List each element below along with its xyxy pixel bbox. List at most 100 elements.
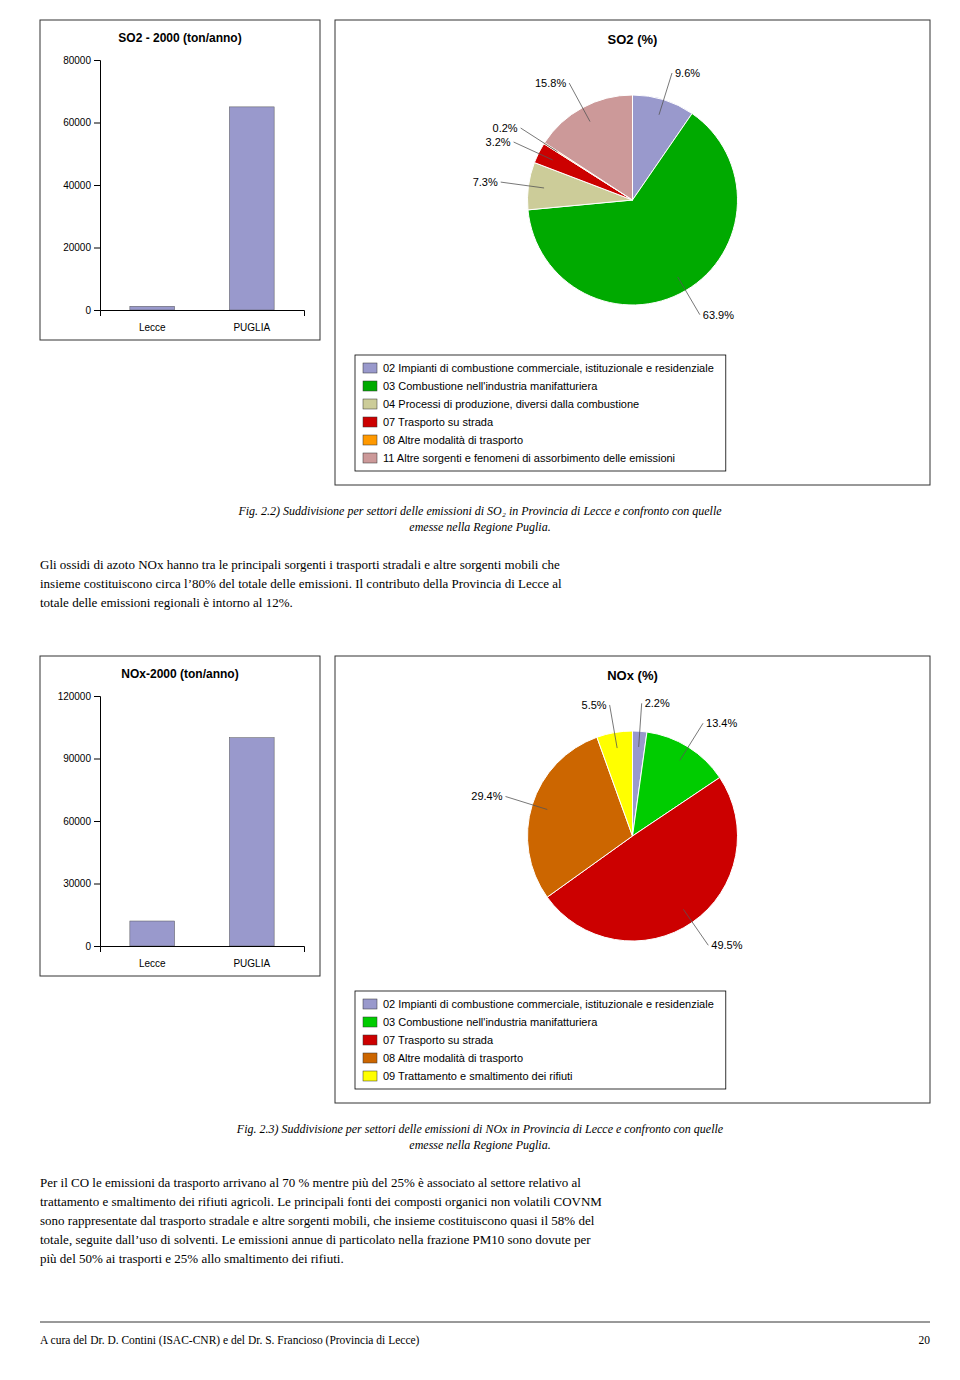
caption: Fig. 2.2) Suddivisione per settori delle… xyxy=(237,504,722,518)
tick: 20000 xyxy=(63,242,100,253)
data-label: 15.8% xyxy=(535,77,566,89)
page-number: 20 xyxy=(919,1334,931,1346)
tick: 30000 xyxy=(63,878,100,889)
leader-line xyxy=(521,128,558,152)
leader-line xyxy=(501,182,544,188)
axis-line xyxy=(101,947,305,953)
x-axis: LeccePUGLIA xyxy=(101,311,305,334)
tick-label: 0 xyxy=(85,941,91,952)
caption: emesse nella Regione Puglia. xyxy=(409,1138,550,1152)
legend-label: 02 Impianti di combustione commerciale, … xyxy=(383,998,714,1010)
axis-line xyxy=(101,311,305,317)
x-axis: Lecce PUGLIA xyxy=(101,947,305,970)
chart-title: NOx (%) xyxy=(607,668,658,683)
legend-swatch xyxy=(363,417,377,427)
legend-item: 03 Combustione nell'industria manifattur… xyxy=(363,1016,598,1028)
data-labels: 9.6%63.9%7.3%3.2%0.2%15.8% xyxy=(473,67,735,321)
legend-label: 04 Processi di produzione, diversi dalla… xyxy=(383,398,639,410)
panel-frame xyxy=(40,20,320,340)
legend-label: 07 Trasporto su strada xyxy=(383,416,494,428)
legend-item: 08 Altre modalità di trasporto xyxy=(363,1052,523,1064)
legend-swatch xyxy=(363,453,377,463)
tick: Lecce xyxy=(139,958,166,969)
data-label: 29.4% xyxy=(471,790,502,802)
legend-item: 11 Altre sorgenti e fenomeni di assorbim… xyxy=(363,452,675,464)
legend-swatch xyxy=(363,999,377,1009)
legend-item: 09 Trattamento e smaltimento dei rifiuti xyxy=(363,1070,573,1082)
tick: Lecce xyxy=(139,322,166,333)
pie-slice xyxy=(597,731,633,836)
data-label: 0.2% xyxy=(493,122,518,134)
legend-swatch xyxy=(363,1071,377,1081)
caption: Fig. 2.3) Suddivisione per settori delle… xyxy=(236,1122,724,1136)
legend-item: 07 Trasporto su strada xyxy=(363,416,494,428)
legend-swatch xyxy=(363,381,377,391)
bar-chart: NOx-2000 (ton/anno) 0 30000 60000 90000 12000… xyxy=(40,656,320,976)
legend-item: 03 Combustione nell'industria manifattur… xyxy=(363,380,598,392)
body-text: totale, seguite dall’uso di solventi. Le… xyxy=(40,1232,591,1247)
tick-label: 60000 xyxy=(63,816,91,827)
legend-item: 02 Impianti di combustione commerciale, … xyxy=(363,362,714,374)
leader-line xyxy=(569,83,590,121)
tick-label: Lecce xyxy=(139,322,166,333)
legend-item: 02 Impianti di combustione commerciale, … xyxy=(363,998,714,1010)
tick-label: PUGLIA xyxy=(233,958,270,969)
legend-item: 08 Altre modalità di trasporto xyxy=(363,434,523,446)
legend-label: 11 Altre sorgenti e fenomeni di assorbim… xyxy=(383,452,675,464)
chart-title: NOx-2000 (ton/anno) xyxy=(121,667,238,681)
tick: 120000 xyxy=(58,691,100,702)
tick-mark xyxy=(94,759,100,760)
tick-label: 30000 xyxy=(63,878,91,889)
tick-label: 60000 xyxy=(63,117,91,128)
pie: 9.6%63.9%7.3%3.2%0.2%15.8% xyxy=(473,67,738,321)
pie-chart: NOx (%)2.2%13.4%49.5%29.4%5.5%02 Impiant… xyxy=(335,656,930,1103)
tick: 60000 xyxy=(63,816,100,827)
leader-line xyxy=(659,73,672,115)
legend: 02 Impianti di combustione commerciale, … xyxy=(355,355,726,471)
leader-line xyxy=(680,723,703,760)
panel-frame xyxy=(40,656,320,976)
tick-label: 120000 xyxy=(58,691,92,702)
legend-label: 09 Trattamento e smaltimento dei rifiuti xyxy=(383,1070,573,1082)
body-text: sono rappresentate dal trasporto stradal… xyxy=(40,1213,595,1228)
axis-line xyxy=(94,697,101,947)
data-label: 49.5% xyxy=(711,939,742,951)
legend-label: 08 Altre modalità di trasporto xyxy=(383,1052,523,1064)
legend-swatch xyxy=(363,1017,377,1027)
legend-label: 08 Altre modalità di trasporto xyxy=(383,434,523,446)
tick: PUGLIA xyxy=(233,958,270,969)
tick-label: 80000 xyxy=(63,55,91,66)
tick-mark xyxy=(94,248,100,249)
legend-swatch xyxy=(363,399,377,409)
leader-line xyxy=(610,705,618,748)
legend-frame xyxy=(355,355,726,471)
legend-frame xyxy=(355,991,726,1089)
tick-mark xyxy=(94,696,100,697)
panel-frame xyxy=(335,656,930,1103)
pie: 2.2%13.4%49.5%29.4%5.5% xyxy=(471,697,742,951)
legend-label: 03 Combustione nell'industria manifattur… xyxy=(383,380,598,392)
body-text: trattamento e smaltimento dei rifiuti ag… xyxy=(40,1194,602,1209)
plot-area: 0 20000 40000 60000 80000 LeccePUGLIA xyxy=(63,55,304,333)
pie-slice xyxy=(545,95,633,200)
separator xyxy=(40,1322,930,1323)
y-axis: 0 30000 60000 90000 120000 xyxy=(58,691,101,952)
tick-label: 40000 xyxy=(63,180,91,191)
legend-swatch xyxy=(363,435,377,445)
legend-label: 03 Combustione nell'industria manifattur… xyxy=(383,1016,598,1028)
footer-text: A cura del Dr. D. Contini (ISAC-CNR) e d… xyxy=(40,1334,420,1347)
pie-chart: SO2 (%)9.6%63.9%7.3%3.2%0.2%15.8%02 Impi… xyxy=(335,20,930,485)
legend-item: 07 Trasporto su strada xyxy=(363,1034,494,1046)
tick: 80000 xyxy=(63,55,100,66)
data-label: 9.6% xyxy=(675,67,700,79)
tick: 0 xyxy=(85,305,100,316)
tick: 40000 xyxy=(63,180,100,191)
data-label: 13.4% xyxy=(706,717,737,729)
body-text: Per il CO le emissioni da trasporto arri… xyxy=(40,1175,581,1190)
legend-label: 02 Impianti di combustione commerciale, … xyxy=(383,362,714,374)
leader-line xyxy=(506,796,548,809)
bar xyxy=(130,921,175,946)
tick-label: 90000 xyxy=(63,753,91,764)
leader-line xyxy=(639,703,642,747)
body-text: più del 50% ai trasporti e 25% allo smal… xyxy=(40,1251,344,1266)
